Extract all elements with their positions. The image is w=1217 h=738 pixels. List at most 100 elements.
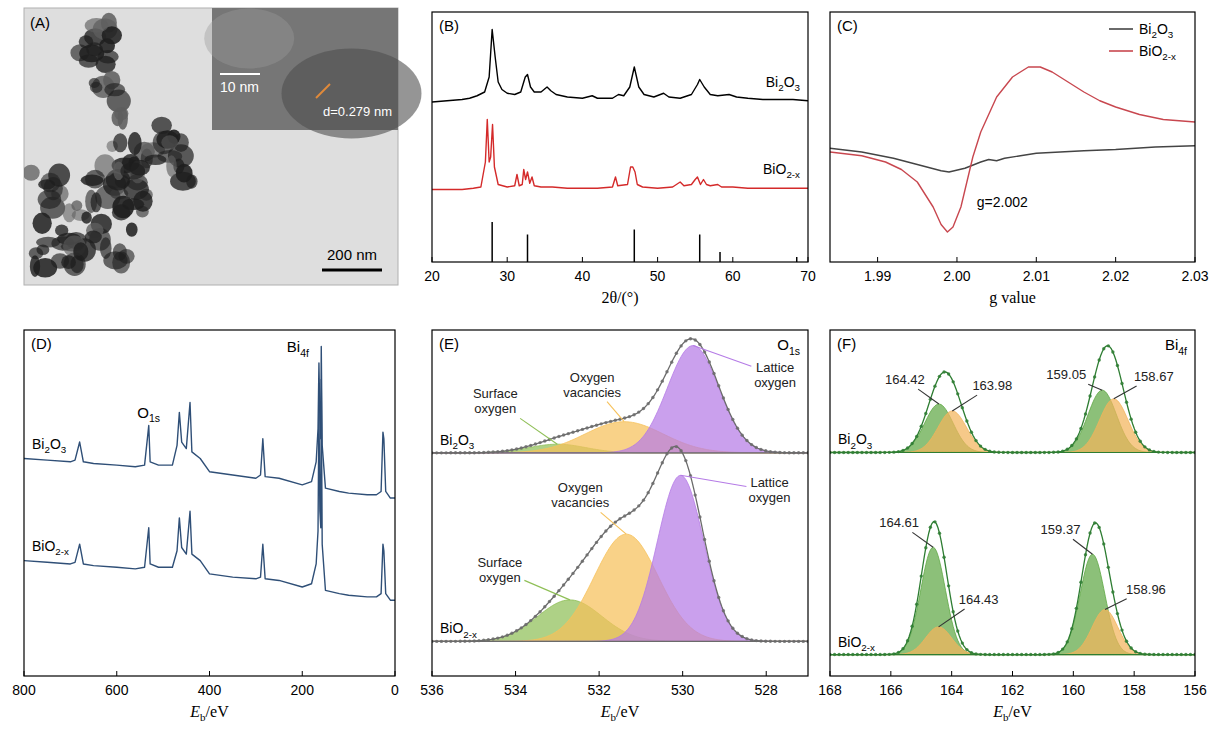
envelope-point xyxy=(901,449,904,452)
panel-label: (A) xyxy=(30,14,50,31)
envelope-point xyxy=(524,445,527,448)
envelope-point xyxy=(961,641,964,644)
corner-label: Bi4f xyxy=(1165,336,1187,357)
text-line: oxygen xyxy=(479,570,521,585)
envelope-point xyxy=(1043,451,1046,454)
envelope-point xyxy=(609,525,612,528)
fit-component xyxy=(830,399,1195,453)
leader-line xyxy=(693,346,751,367)
envelope-point xyxy=(689,337,692,340)
envelope-point xyxy=(938,532,941,535)
envelope-point xyxy=(726,408,729,411)
envelope-point xyxy=(468,639,471,642)
envelope-point xyxy=(883,653,886,656)
envelope-point xyxy=(942,556,945,559)
leader-line xyxy=(1088,384,1102,390)
envelope-point xyxy=(947,584,950,587)
envelope-point xyxy=(1011,653,1014,656)
x-tick xyxy=(209,671,210,676)
envelope-point xyxy=(988,653,991,656)
fit-envelope xyxy=(830,522,1195,655)
envelope-point xyxy=(520,446,523,449)
particle xyxy=(85,18,108,33)
envelope-point xyxy=(632,413,635,416)
envelope-point xyxy=(1152,450,1155,453)
envelope-point xyxy=(1139,440,1142,443)
envelope-point xyxy=(1034,451,1037,454)
text-part: BiO xyxy=(32,538,55,554)
text-part: BiO xyxy=(763,161,786,177)
envelope-point xyxy=(618,517,621,520)
envelope-point xyxy=(642,407,645,410)
envelope-point xyxy=(698,343,701,346)
envelope-point xyxy=(684,459,687,462)
envelope-point xyxy=(951,610,954,613)
envelope-point xyxy=(1061,647,1064,650)
envelope-point xyxy=(1088,531,1091,534)
envelope-point xyxy=(847,653,850,656)
particle xyxy=(113,133,127,152)
text-part: Bi xyxy=(1139,21,1151,37)
envelope-point xyxy=(567,578,570,581)
text-part: Bi xyxy=(1165,336,1178,353)
envelope-point xyxy=(722,609,725,612)
envelope-point xyxy=(929,526,932,529)
fit-component xyxy=(830,554,1195,654)
envelope-point xyxy=(1170,653,1173,656)
leader-line xyxy=(681,475,747,486)
envelope-point xyxy=(487,451,490,454)
envelope-point xyxy=(675,352,678,355)
lattice-marker xyxy=(316,84,330,98)
envelope-point xyxy=(1161,653,1164,656)
particle xyxy=(48,164,70,187)
plot-area xyxy=(24,346,395,600)
particle xyxy=(126,222,138,236)
leader-line xyxy=(918,389,939,404)
spectrum-line xyxy=(432,120,808,190)
particle xyxy=(36,244,49,255)
line-panel: 2030405060702θ/(°)(B)Bi2O3BiO2-x xyxy=(424,12,816,307)
particle xyxy=(89,78,100,88)
envelope-point xyxy=(942,370,945,373)
particle xyxy=(114,107,128,120)
envelope-point xyxy=(665,452,668,455)
envelope-point xyxy=(731,626,734,629)
envelope-point xyxy=(623,416,626,419)
x-tick-label: 200 xyxy=(291,682,315,698)
envelope-point xyxy=(661,461,664,464)
envelope-point xyxy=(865,653,868,656)
text-part: Bi xyxy=(287,338,300,355)
particle xyxy=(161,135,178,149)
plot-area xyxy=(432,337,808,643)
x-tick-label: 2.01 xyxy=(1023,268,1050,284)
legend-label: BiO2-x xyxy=(1139,43,1176,62)
envelope-point xyxy=(1102,347,1105,350)
leader-line xyxy=(1105,599,1127,610)
peak-label: 164.43 xyxy=(959,592,999,607)
plot-frame xyxy=(24,330,395,676)
envelope-point xyxy=(435,640,438,643)
spectrum-line xyxy=(432,30,808,103)
text-part: 3 xyxy=(61,444,67,455)
envelope-point xyxy=(1180,653,1183,656)
envelope-point xyxy=(1070,627,1073,630)
text-part: 4f xyxy=(300,347,309,359)
x-tick-label: 158 xyxy=(1122,682,1146,698)
envelope-point xyxy=(755,446,758,449)
reference-line xyxy=(699,235,701,263)
envelope-point xyxy=(567,432,570,435)
plot-area xyxy=(830,344,1195,656)
envelope-point xyxy=(1066,448,1069,451)
envelope-point xyxy=(736,426,739,429)
envelope-point xyxy=(979,444,982,447)
envelope-point xyxy=(435,451,438,454)
envelope-point xyxy=(651,482,654,485)
envelope-point xyxy=(1161,451,1164,454)
envelope-point xyxy=(1143,652,1146,655)
peak-label: 164.61 xyxy=(879,515,919,530)
envelope-point xyxy=(534,615,537,618)
envelope-point xyxy=(538,441,541,444)
fit-panel: 536534532530528Eb/eV(E)O1sBi2O3Surfaceox… xyxy=(420,330,809,723)
text-part: O xyxy=(1157,21,1168,37)
particle xyxy=(73,242,88,260)
